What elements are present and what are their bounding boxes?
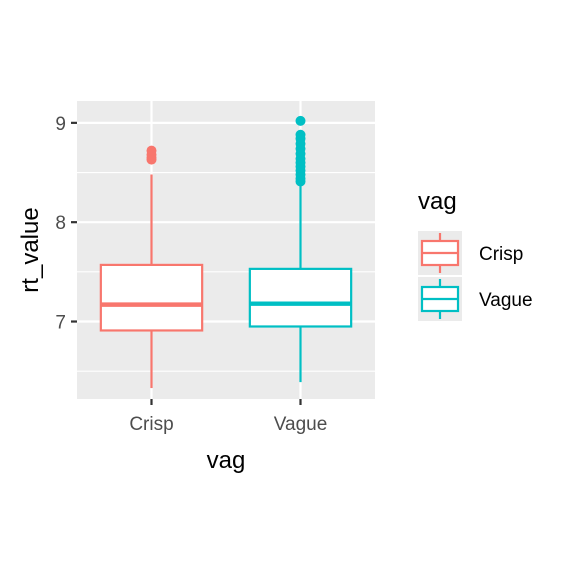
boxes	[99, 115, 353, 389]
legend-item-crisp: Crisp	[418, 231, 523, 275]
outlier-point	[295, 129, 306, 140]
outlier-point	[295, 115, 306, 126]
y-axis: 7 8 9	[55, 114, 77, 334]
x-tick-label: Crisp	[129, 414, 173, 435]
y-tick-label: 8	[55, 213, 66, 234]
x-axis-title: vag	[207, 447, 246, 474]
box-crisp	[99, 145, 204, 389]
y-tick-label: 9	[55, 114, 66, 135]
y-tick-label: 7	[55, 313, 66, 334]
box-iqr	[248, 267, 353, 328]
legend-label: Crisp	[479, 244, 523, 265]
legend-items: Crisp Vague	[418, 231, 533, 321]
x-tick-label: Vague	[274, 414, 328, 435]
box-iqr	[99, 263, 204, 332]
x-axis: Crisp Vague	[129, 399, 327, 435]
legend-title: vag	[418, 188, 457, 215]
legend: vag Crisp Vague	[418, 188, 533, 321]
plot-panel	[77, 101, 375, 399]
y-axis-title: rt_value	[17, 207, 44, 292]
box-vague	[248, 115, 353, 383]
outlier-point	[146, 145, 157, 156]
legend-item-vague: Vague	[418, 277, 533, 321]
legend-label: Vague	[479, 290, 533, 311]
